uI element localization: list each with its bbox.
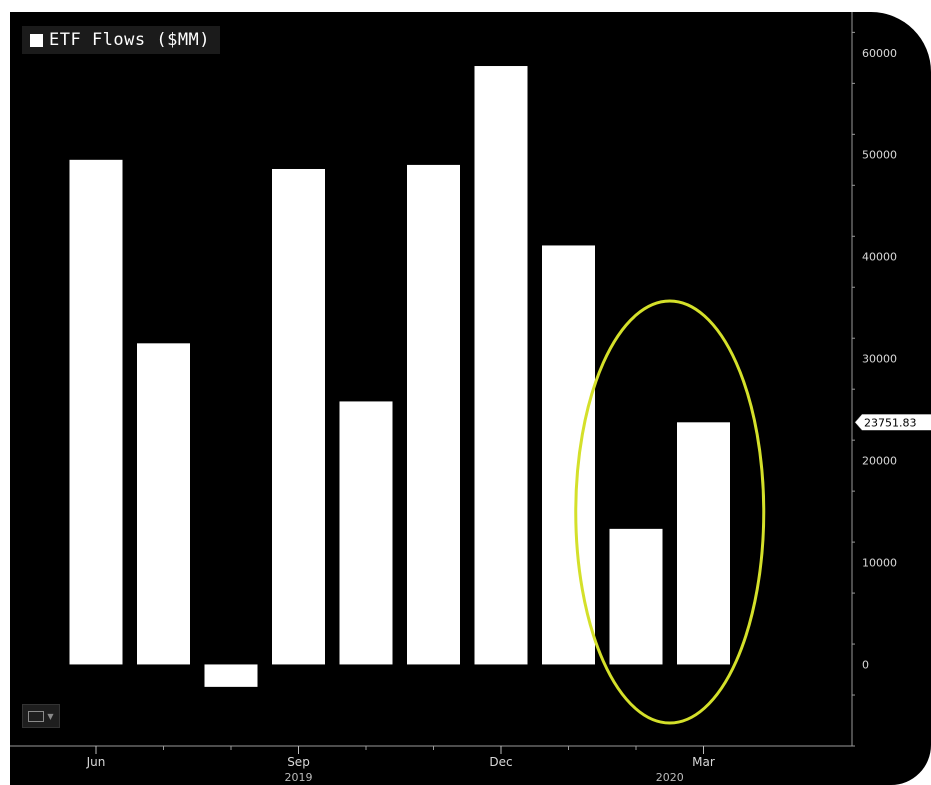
- y-tick-label: 20000: [862, 455, 897, 468]
- chart-options-widget[interactable]: ▼: [22, 704, 60, 728]
- legend-label: ETF Flows ($MM): [49, 30, 211, 50]
- chart-frame: 0 10000 20000 30000 40000 50000 60000 Jun Sep Dec…: [10, 12, 931, 785]
- etf-flows-chart: 0 10000 20000 30000 40000 50000 60000 Jun Sep Dec…: [10, 12, 931, 784]
- bar: [474, 66, 528, 665]
- x-tick-label: Sep: [287, 755, 310, 769]
- y-tick-label: 30000: [862, 353, 897, 366]
- bar: [677, 422, 730, 665]
- x-tick-label: Mar: [692, 755, 715, 769]
- bar: [339, 401, 393, 665]
- chart-legend: ETF Flows ($MM): [22, 26, 221, 54]
- highlight-ellipse: [574, 299, 766, 725]
- chevron-down-icon: ▼: [47, 711, 54, 721]
- last-value-label: 23751.83: [864, 416, 917, 429]
- y-tick-label: 10000: [862, 557, 897, 570]
- y-tick-label: 60000: [862, 47, 897, 60]
- bar: [542, 245, 595, 665]
- bar: [204, 664, 258, 687]
- x-year-label: 2019: [285, 771, 313, 784]
- x-tick-label: Dec: [489, 755, 512, 769]
- last-value-callout: [854, 414, 931, 431]
- y-tick-label: 50000: [862, 149, 897, 162]
- bar: [272, 168, 325, 665]
- x-tick-label: Jun: [86, 755, 106, 769]
- bar: [407, 164, 460, 665]
- legend-swatch: [30, 33, 43, 47]
- bar: [69, 159, 123, 665]
- bar: [609, 528, 663, 665]
- chart-type-icon: [28, 710, 45, 722]
- bar: [137, 343, 190, 665]
- y-tick-label: 40000: [862, 251, 897, 264]
- x-year-label: 2020: [656, 771, 684, 784]
- y-tick-label: 0: [862, 658, 869, 671]
